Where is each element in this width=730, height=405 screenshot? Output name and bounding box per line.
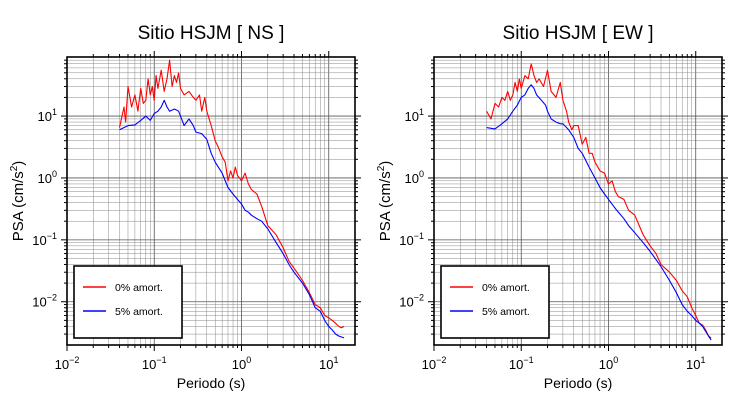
legend-label: 0% amort.	[482, 282, 530, 294]
chart-panel-1: 10−2 10−1 100 101 10−2 10−1 100 101 Sitio HSJM […	[9, 23, 361, 391]
legend-box	[73, 265, 183, 339]
legend-label: 0% amort.	[115, 282, 163, 294]
x-tick-label: 10−1	[142, 355, 167, 372]
x-axis-label: Periodo (s)	[177, 375, 245, 391]
chart-panel-2: 10−2 10−1 100 101 10−2 10−1 100 101 Sitio HSJM […	[376, 23, 728, 391]
legend-label: 5% amort.	[115, 306, 163, 318]
plot-frame	[433, 56, 723, 346]
chart-title: Sitio HSJM [ NS ]	[138, 23, 285, 44]
x-tick-label: 101	[319, 355, 338, 372]
y-tick-label: 10−1	[32, 231, 57, 248]
legend-box	[440, 265, 550, 339]
y-tick-label: 10−2	[399, 293, 424, 310]
chart-title: Sitio HSJM [ EW ]	[503, 23, 654, 44]
y-axis-label: PSA (cm/s2)	[9, 161, 27, 242]
y-tick-label: 101	[38, 107, 57, 124]
x-tick-label: 10−1	[509, 355, 534, 372]
legend: 0% amort. 5% amort.	[73, 265, 183, 339]
x-tick-label: 10−2	[422, 355, 447, 372]
series-line-blue	[486, 84, 712, 341]
plot-frame	[66, 56, 356, 346]
y-axis-label: PSA (cm/s2)	[376, 161, 394, 242]
legend-label: 5% amort.	[482, 306, 530, 318]
x-tick-label: 101	[686, 355, 705, 372]
series-line-red	[486, 63, 712, 339]
y-tick-label: 10−2	[32, 293, 57, 310]
y-tick-label: 101	[405, 107, 424, 124]
y-tick-label: 100	[405, 169, 424, 186]
x-tick-label: 10−2	[55, 355, 80, 372]
x-tick-label: 100	[232, 355, 251, 372]
y-tick-label: 10−1	[399, 231, 424, 248]
series-line-blue	[119, 99, 345, 339]
x-axis-label: Periodo (s)	[544, 375, 612, 391]
legend: 0% amort. 5% amort.	[440, 265, 550, 339]
y-tick-label: 100	[38, 169, 57, 186]
x-tick-label: 100	[599, 355, 618, 372]
series-line-red	[118, 59, 345, 329]
